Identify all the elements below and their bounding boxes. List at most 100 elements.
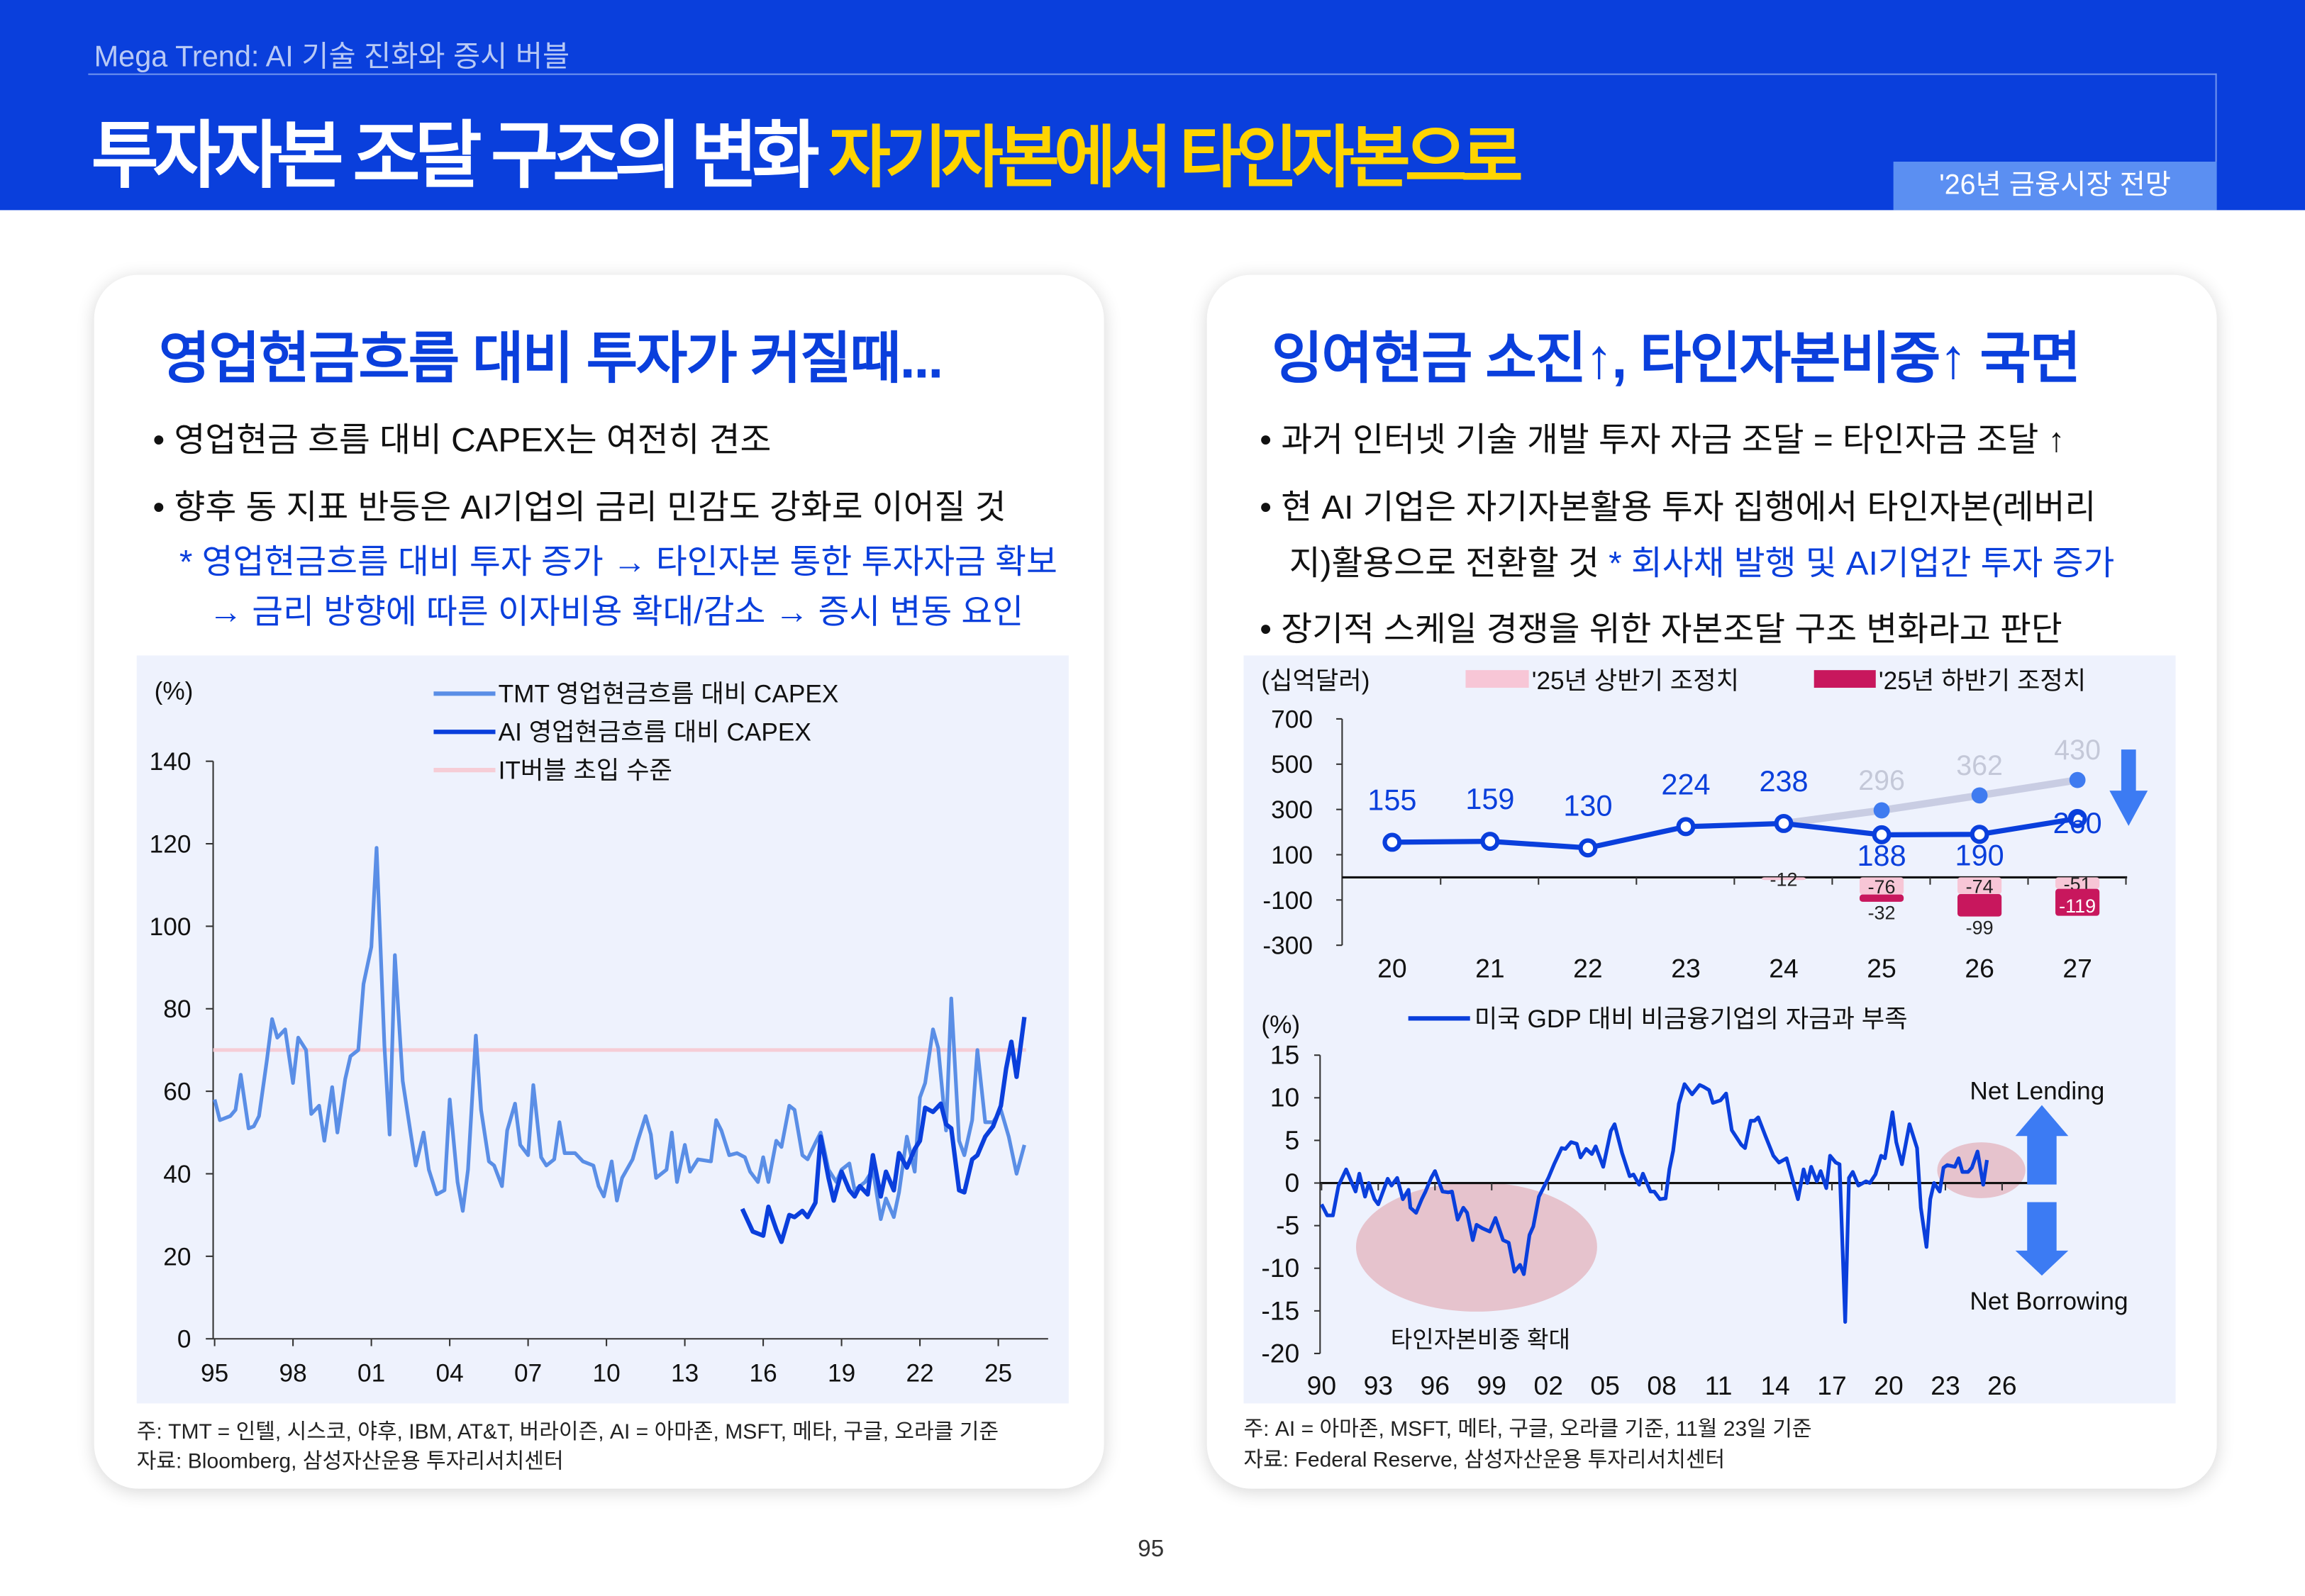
x-tick-label: 24 [1769,953,1799,983]
y-axis-unit: (십억달러) [1261,667,1370,695]
x-tick-label: 90 [1307,1371,1337,1400]
y-tick-label: -15 [1261,1295,1299,1325]
current-estimate-line [1392,815,2078,851]
x-tick-label: 19 [828,1359,855,1387]
source-note: 자료: Bloomberg, 삼성자산운용 투자리서치센터 [136,1450,564,1474]
y-tick-label: 60 [163,1078,191,1106]
title-highlight: 자기자본에서 타인자본으로 [828,118,1523,196]
current-estimate-label: 155 [1367,783,1416,816]
report-badge: '26년 금융시장 전망 [1893,161,2217,211]
y-tick-label: 5 [1285,1125,1300,1155]
header-divider [88,73,2217,75]
current-estimate-label: 190 [1955,838,2004,871]
y-tick-label: 120 [150,830,191,858]
right-card: 잉여현금 소진↑, 타인자본비중↑ 국면 • 과거 인터넷 기술 개발 투자 자… [1206,274,2217,1489]
y-tick-label: 100 [150,913,191,941]
header-divider-vertical [2215,73,2217,162]
x-tick-label: 23 [1671,953,1700,983]
x-tick-label: 17 [1817,1371,1847,1400]
tmt-capex-series-line [213,846,1026,1222]
x-tick-label: 25 [1867,953,1896,983]
x-tick-label: 11 [1705,1371,1733,1400]
footnote: 주: TMT = 인텔, 시스코, 야후, IBM, AT&T, 버라이즌, A… [136,1421,999,1445]
x-tick-label: 02 [1533,1371,1562,1400]
h1-adjustment-bar [1957,877,2002,895]
h1-adjustment-bar [1859,877,1904,895]
y-tick-label: 10 [1270,1083,1300,1112]
bullet-text: 지)활용으로 전환할 것 [1289,543,1599,582]
footnote: 주: AI = 아마존, MSFT, 메타, 구글, 오라클 기준, 11월 2… [1243,1418,1812,1442]
x-tick-label: 23 [1931,1371,1960,1400]
y-tick-label: 140 [150,748,191,776]
current-estimate-label: 130 [1563,788,1612,822]
source-note: 자료: Federal Reserve, 삼성자산운용 투자리서치센터 [1243,1449,1726,1473]
x-tick-label: 26 [1987,1371,2017,1400]
current-estimate-label: 159 [1465,782,1514,815]
x-tick-label: 04 [436,1359,464,1387]
legend-swatch [1814,670,1876,688]
section-kicker: Mega Trend: AI 기술 진화와 증시 버블 [94,41,570,74]
legend-label: IT버블 초입 수준 [499,757,672,785]
legend-label: TMT 영업현금흐름 대비 CAPEX [499,681,839,708]
bullet-note: * 영업현금흐름 대비 투자 증가 → 타인자본 통한 투자자금 확보 [179,542,1057,581]
previous-estimate-label: 296 [1858,765,1905,796]
title-main: 투자자본 조달 구조의 변화 [91,114,820,197]
x-tick-label: 20 [1874,1371,1903,1400]
y-tick-label: -100 [1262,887,1313,915]
y-tick-label: -10 [1261,1253,1299,1283]
y-tick-label: -5 [1276,1210,1299,1240]
x-tick-label: 10 [592,1359,620,1387]
down-arrow-icon [2109,749,2148,826]
y-tick-label: 80 [163,995,191,1023]
y-tick-label: -20 [1261,1338,1299,1368]
y-axis-unit: (%) [155,678,194,705]
x-tick-label: 08 [1647,1371,1677,1400]
y-axis-unit: (%) [1261,1011,1300,1039]
bar-value-label: -76 [1868,876,1896,898]
y-tick-label: 20 [163,1243,191,1271]
x-tick-label: 22 [1573,953,1602,983]
previous-estimate-label: 362 [1956,750,2003,781]
net-lending-label: Net Lending [1970,1077,2104,1105]
current-estimate-point [1676,817,1696,837]
h1-adjustment-bar [2055,877,2100,889]
y-tick-label: 15 [1270,1040,1300,1070]
highlight-ellipse [1355,1182,1597,1312]
x-tick-label: 01 [357,1359,385,1387]
y-tick-label: 300 [1271,796,1313,824]
up-arrow-icon [2015,1105,2069,1185]
bullet-note: → 금리 방향에 따른 이자비용 확대/감소 → 증시 변동 요인 [209,592,1024,631]
previous-estimate-label: 430 [2054,735,2101,766]
current-estimate-point [1774,813,1794,833]
current-estimate-point [1382,832,1402,852]
x-tick-label: 96 [1421,1371,1450,1400]
y-tick-label: 40 [163,1161,191,1188]
bar-value-label: -12 [1770,869,1798,891]
h1-adjustment-bar [1761,877,1806,881]
current-estimate-label: 224 [1661,767,1710,800]
current-estimate-label: 188 [1857,839,1906,872]
down-arrow-icon [2015,1202,2069,1276]
bar-value-label: -74 [1966,876,1994,898]
previous-estimate-line [1783,776,2078,827]
ai-capex-series-line [740,1016,1027,1244]
bullet: • 현 AI 기업은 자기자본활용 투자 집행에서 타인자본(레버리 [1260,488,2096,527]
bullet-note: * 회사채 발행 및 AI기업간 투자 증가 [1609,543,2115,582]
x-tick-label: 22 [906,1359,933,1387]
page-title: 투자자본 조달 구조의 변화 자기자본에서 타인자본으로 [91,97,1523,203]
legend-label: '25년 하반기 조정치 [1879,667,2086,695]
x-tick-label: 14 [1760,1371,1790,1400]
current-estimate-point [1480,832,1500,852]
left-card-heading: 영업현금흐름 대비 투자가 커질때... [158,329,943,391]
legend-swatch [1465,670,1529,688]
previous-estimate-point [1873,802,1890,819]
previous-estimate-point [1971,787,1988,804]
y-tick-label: 700 [1271,705,1313,733]
x-tick-label: 26 [1965,953,1994,983]
capex-chart-svg: 0 20 40 60 80 100 120 140 95 98 01 04 07 10 13 16 19 22 25… [150,678,1048,1387]
x-tick-label: 20 [1377,953,1407,983]
y-tick-label: -300 [1262,932,1313,960]
x-tick-label: 13 [671,1359,699,1387]
left-card: 영업현금흐름 대비 투자가 커질때... • 영업현금 흐름 대비 CAPEX는… [94,274,1104,1489]
